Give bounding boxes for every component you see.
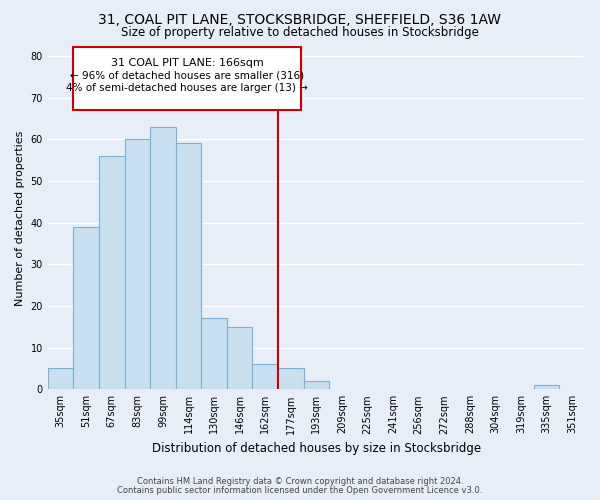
Text: 31, COAL PIT LANE, STOCKSBRIDGE, SHEFFIELD, S36 1AW: 31, COAL PIT LANE, STOCKSBRIDGE, SHEFFIE… — [98, 12, 502, 26]
Bar — [278, 368, 304, 390]
Text: 4% of semi-detached houses are larger (13) →: 4% of semi-detached houses are larger (1… — [66, 83, 308, 93]
Bar — [253, 364, 278, 390]
Bar — [73, 48, 301, 110]
X-axis label: Distribution of detached houses by size in Stocksbridge: Distribution of detached houses by size … — [152, 442, 481, 455]
Text: ← 96% of detached houses are smaller (316): ← 96% of detached houses are smaller (31… — [70, 70, 304, 81]
Text: 31 COAL PIT LANE: 166sqm: 31 COAL PIT LANE: 166sqm — [111, 58, 263, 68]
Text: Contains public sector information licensed under the Open Government Licence v3: Contains public sector information licen… — [118, 486, 482, 495]
Bar — [534, 385, 559, 390]
Bar — [176, 144, 201, 390]
Text: Contains HM Land Registry data © Crown copyright and database right 2024.: Contains HM Land Registry data © Crown c… — [137, 477, 463, 486]
Y-axis label: Number of detached properties: Number of detached properties — [15, 130, 25, 306]
Bar — [150, 126, 176, 390]
Bar — [227, 327, 253, 390]
Bar — [99, 156, 125, 390]
Text: Size of property relative to detached houses in Stocksbridge: Size of property relative to detached ho… — [121, 26, 479, 39]
Bar — [125, 139, 150, 390]
Bar — [73, 226, 99, 390]
Bar — [201, 318, 227, 390]
Bar — [48, 368, 73, 390]
Bar — [304, 381, 329, 390]
